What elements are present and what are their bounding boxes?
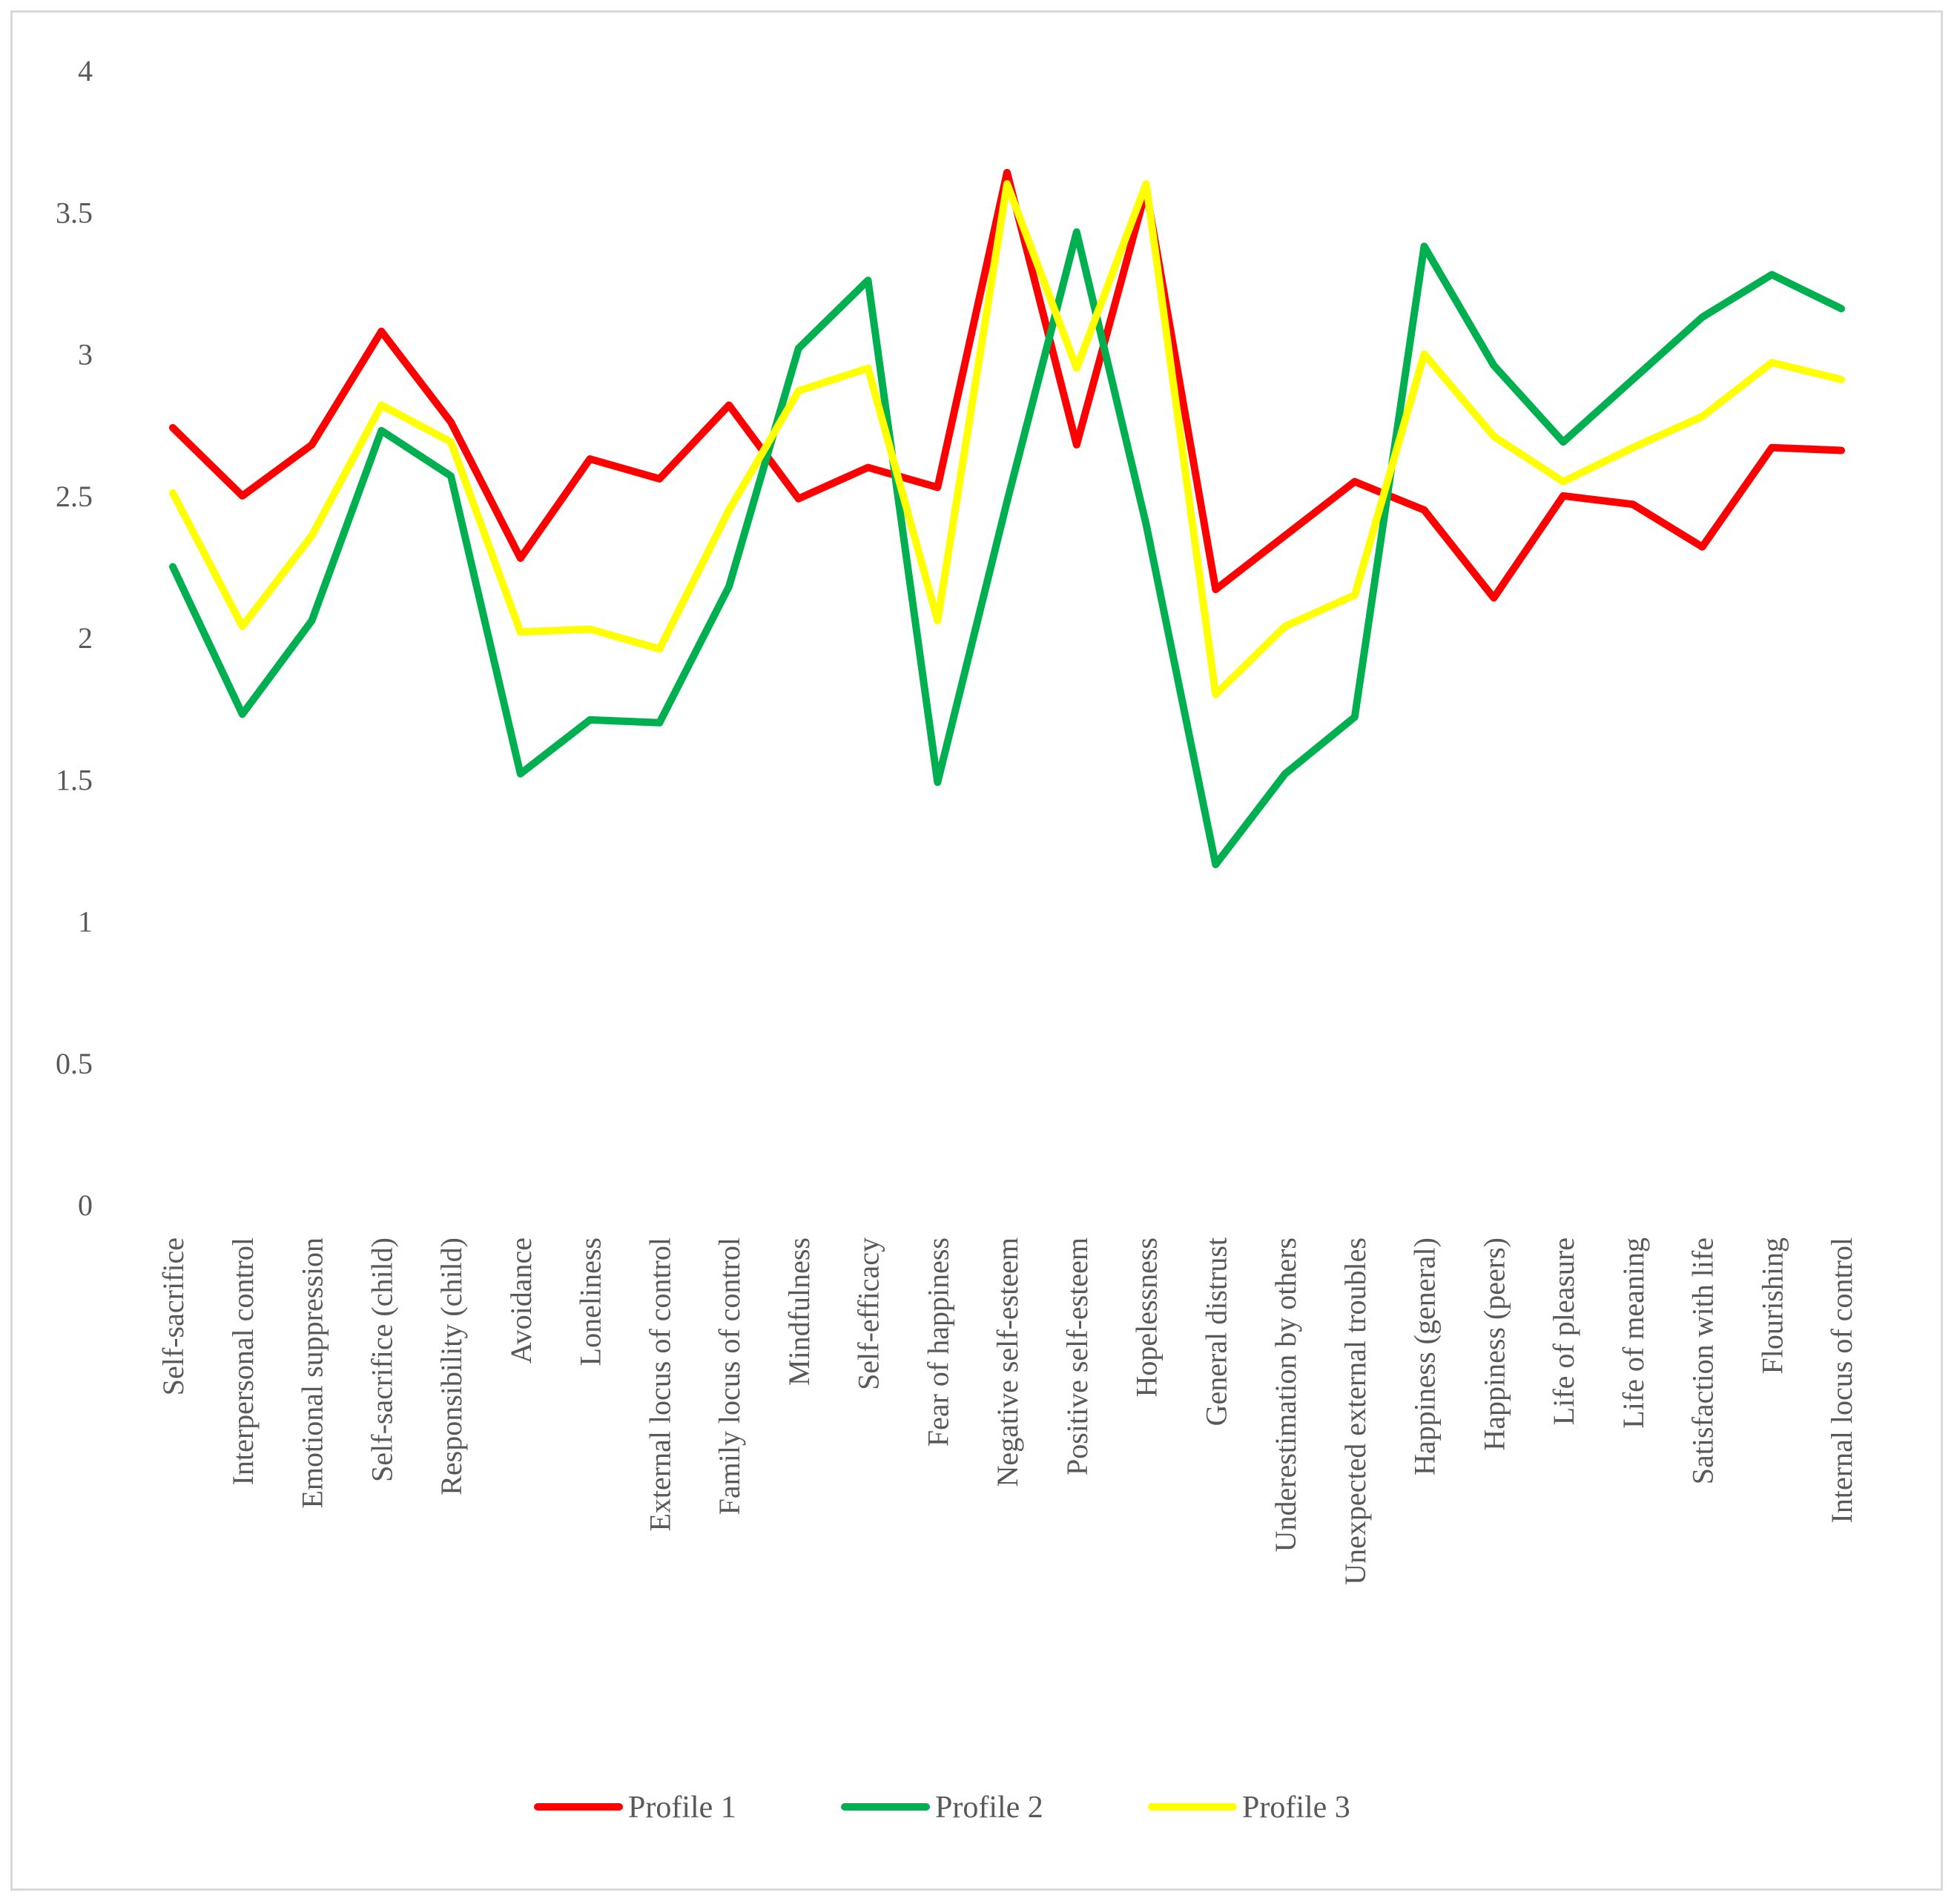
x-category-label: Emotional suppression	[296, 1237, 329, 1509]
y-tick-label: 3	[78, 338, 93, 371]
line-chart: 0 0.5 1 1.5 2 2.5 3 3.5 4 Self-sacrifice Interper…	[56, 54, 1858, 1825]
x-category-label: Family locus of control	[713, 1237, 746, 1515]
y-tick-label: 0	[78, 1189, 93, 1222]
x-category-label: Loneliness	[574, 1237, 607, 1366]
legend-label-profile-2: Profile 2	[935, 1791, 1043, 1825]
chart-frame: 0 0.5 1 1.5 2 2.5 3 3.5 4 Self-sacrifice Interper…	[10, 10, 1943, 1891]
y-tick-label: 4	[78, 54, 93, 87]
y-tick-label: 2	[78, 621, 93, 655]
legend-label-profile-3: Profile 3	[1242, 1791, 1350, 1825]
x-category-label: Life of pleasure	[1547, 1237, 1580, 1425]
x-axis-category-labels: Self-sacrifice Interpersonal control Emoti…	[156, 1237, 1858, 1585]
x-category-label: Mindfulness	[782, 1237, 816, 1386]
x-category-label: Self-efficacy	[852, 1237, 885, 1390]
y-axis-tick-labels: 0 0.5 1 1.5 2 2.5 3 3.5 4	[56, 54, 93, 1222]
series-line-profile-3	[169, 180, 1845, 698]
y-tick-label: 2.5	[56, 480, 93, 513]
x-category-label: Life of meaning	[1617, 1237, 1650, 1429]
x-category-label: Flourishing	[1755, 1237, 1789, 1374]
x-category-label: Underestimation by others	[1269, 1237, 1302, 1552]
x-category-label: Happiness (peers)	[1477, 1237, 1511, 1451]
x-category-label: General distrust	[1199, 1237, 1232, 1426]
legend: Profile 1 Profile 2 Profile 3	[534, 1791, 1350, 1825]
legend-label-profile-1: Profile 1	[628, 1791, 736, 1825]
plot-area	[169, 168, 1845, 868]
x-category-label: External locus of control	[643, 1237, 676, 1532]
x-category-label: Interpersonal control	[226, 1237, 260, 1485]
y-tick-label: 0.5	[56, 1047, 93, 1080]
x-category-label: Self-sacrifice (child)	[365, 1237, 398, 1482]
x-category-label: Positive self-esteem	[1060, 1237, 1094, 1475]
x-category-label: Self-sacrifice	[156, 1237, 190, 1395]
y-tick-label: 3.5	[56, 196, 93, 229]
x-category-label: Responsibility (child)	[435, 1237, 468, 1495]
series-line-profile-2	[169, 228, 1845, 868]
x-category-label: Unexpected external troubles	[1339, 1237, 1372, 1585]
x-category-label: Internal locus of control	[1825, 1237, 1858, 1523]
x-category-label: Satisfaction with life	[1686, 1237, 1720, 1484]
y-tick-label: 1	[78, 905, 93, 939]
y-tick-label: 1.5	[56, 763, 93, 796]
x-category-label: Negative self-esteem	[991, 1237, 1024, 1487]
x-category-label: Avoidance	[504, 1237, 538, 1363]
x-category-label: Happiness (general)	[1408, 1237, 1442, 1475]
x-category-label: Hopelessness	[1130, 1237, 1164, 1398]
series-line-profile-1	[169, 168, 1845, 602]
x-category-label: Fear of happiness	[921, 1237, 954, 1447]
